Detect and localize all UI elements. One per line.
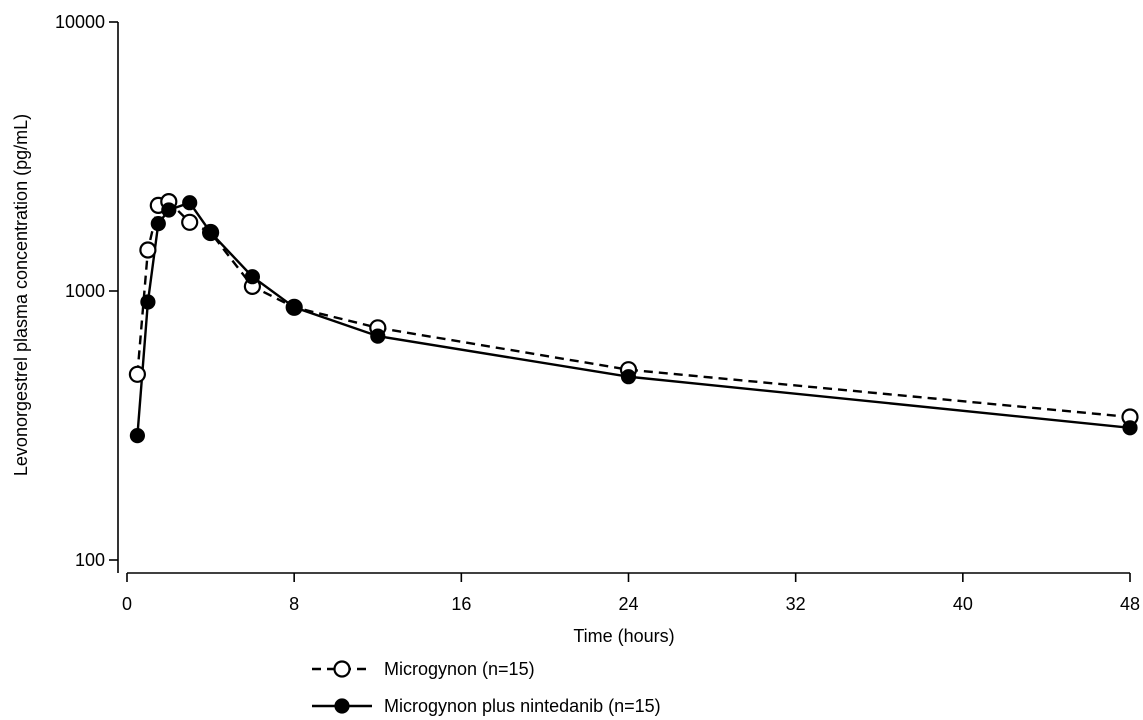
x-tick-label: 40 <box>953 594 973 614</box>
x-ticks: 0 8 16 24 32 40 48 <box>122 573 1140 614</box>
data-point-series-2 <box>129 428 145 444</box>
x-tick-label: 24 <box>618 594 638 614</box>
y-tick-label: 10000 <box>55 12 105 32</box>
data-point-series-2 <box>140 294 156 310</box>
data-point-series-1 <box>139 241 157 259</box>
x-tick-label: 0 <box>122 594 132 614</box>
data-point-series-1 <box>128 365 146 383</box>
data-point-series-2 <box>150 216 166 232</box>
legend-marker-2 <box>334 698 350 714</box>
data-point-series-2 <box>161 202 177 218</box>
y-ticks: 100 1000 10000 <box>55 12 118 570</box>
x-tick-label: 48 <box>1120 594 1140 614</box>
y-tick-label: 100 <box>75 550 105 570</box>
data-point-series-2 <box>182 195 198 211</box>
series-line-2 <box>136 201 1131 436</box>
data-point-series-2 <box>1122 420 1138 436</box>
legend: Microgynon (n=15) Microgynon plus ninteda… <box>312 659 661 716</box>
data-point-series-2 <box>370 328 386 344</box>
legend-label-2: Microgynon plus nintedanib (n=15) <box>384 696 661 716</box>
legend-marker-1 <box>333 660 351 678</box>
legend-label-1: Microgynon (n=15) <box>384 659 535 679</box>
axes <box>117 22 1130 574</box>
data-point-series-1 <box>181 213 199 231</box>
series-layer <box>128 193 1139 444</box>
x-axis-label: Time (hours) <box>573 626 674 646</box>
x-tick-label: 32 <box>786 594 806 614</box>
data-point-series-2 <box>203 224 219 241</box>
data-point-series-2 <box>286 299 302 315</box>
data-point-series-2 <box>244 269 260 285</box>
y-tick-label: 1000 <box>65 281 105 301</box>
x-tick-label: 16 <box>451 594 471 614</box>
y-axis-label: Levonorgestrel plasma concentration (pg/… <box>11 114 31 476</box>
data-point-series-2 <box>620 369 637 385</box>
x-tick-label: 8 <box>289 594 299 614</box>
